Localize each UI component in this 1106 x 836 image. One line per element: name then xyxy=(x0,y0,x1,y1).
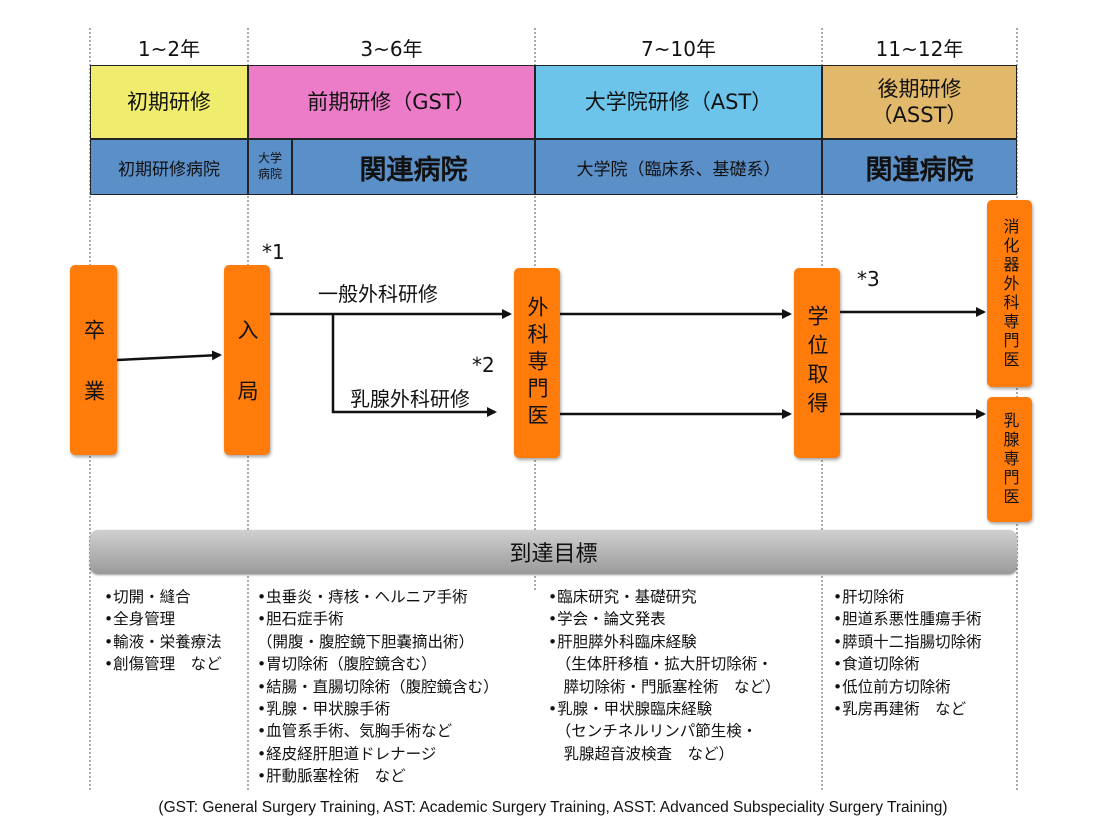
goal-item: •膵頭十二指腸切除術 xyxy=(833,632,982,651)
year-label-3: 7~10年 xyxy=(641,37,716,61)
phase-asst: 後期研修 （ASST） xyxy=(822,65,1017,139)
abbreviation-footnote: (GST: General Surgery Training, AST: Aca… xyxy=(158,799,948,816)
goals-ast: •臨床研究・基礎研究 •学会・論文発表 •肝胆膵外科臨床経験 （生体肝移植・拡大… xyxy=(548,586,781,765)
goal-item: •臨床研究・基礎研究 xyxy=(548,588,697,606)
goal-header-bar: 到達目標 xyxy=(90,530,1017,574)
year-label-1: 1~2年 xyxy=(137,37,201,61)
milestone-join: 入局 xyxy=(224,265,270,455)
goal-item: •全身管理 xyxy=(104,610,176,629)
milestone-graduation: 卒業 xyxy=(70,265,117,455)
milestone-join-label: 入局 xyxy=(235,319,259,441)
goals-initial: •切開・縫合 •全身管理 •輸液・栄養療法 •創傷管理 など xyxy=(104,586,222,676)
note-2: *2 xyxy=(472,353,495,377)
goal-item: •胆道系悪性腫瘍手術 xyxy=(833,610,982,629)
year-label-2: 3~6年 xyxy=(360,37,423,61)
note-3: *3 xyxy=(857,267,880,291)
goal-item: 乳腺超音波検査 など） xyxy=(548,744,735,763)
institution-affiliated-hospital-1: 関連病院 xyxy=(292,139,535,195)
path-general-surgery-label: 一般外科研修 xyxy=(318,282,438,306)
goal-item: （開腹・腹腔鏡下胆嚢摘出術） xyxy=(257,632,475,651)
goal-item: （センチネルリンパ節生検・ xyxy=(548,722,758,741)
goal-item: •経皮経肝胆道ドレナージ xyxy=(257,744,437,763)
institution-university-hospital: 大学 病院 xyxy=(248,139,292,195)
milestone-degree-label: 学位取得 xyxy=(805,305,829,421)
milestone-graduation-label: 卒業 xyxy=(81,319,106,441)
milestone-gi-specialist-label: 消化器外科専門医 xyxy=(1000,217,1020,370)
goal-item: •胃切除術（腹腔鏡含む） xyxy=(257,655,437,674)
goal-item: •創傷管理 など xyxy=(104,655,222,674)
goal-item: •輸液・栄養療法 xyxy=(104,632,222,651)
goal-item: •結腸・直腸切除術（腹腔鏡含む） xyxy=(257,677,499,696)
phase-initial-training: 初期研修 xyxy=(90,65,248,139)
goals-gst: •虫垂炎・痔核・ヘルニア手術 •胆石症手術 （開腹・腹腔鏡下胆嚢摘出術） •胃切… xyxy=(257,586,499,788)
phase-ast: 大学院研修（AST） xyxy=(535,65,822,139)
goals-asst: •肝切除術 •胆道系悪性腫瘍手術 •膵頭十二指腸切除術 •食道切除術 •低位前方… xyxy=(833,586,982,720)
year-label-4: 11~12年 xyxy=(875,37,964,61)
goal-item: •食道切除術 xyxy=(833,655,920,674)
institution-affiliated-hospital-2: 関連病院 xyxy=(822,139,1017,195)
phase-gst: 前期研修（GST） xyxy=(248,65,535,139)
path-breast-surgery-label: 乳腺外科研修 xyxy=(350,387,470,411)
goal-item: （生体肝移植・拡大肝切除術・ xyxy=(548,655,773,674)
arrow-breast-training xyxy=(331,314,497,417)
goal-item: •切開・縫合 xyxy=(104,588,191,606)
goal-item: •学会・論文発表 xyxy=(548,610,666,629)
milestone-gi-specialist: 消化器外科専門医 xyxy=(987,200,1032,387)
goal-item: •乳房再建術 など xyxy=(833,700,967,719)
goal-item: •血管系手術、気胸手術など xyxy=(257,722,453,741)
goal-item: •肝動脈塞栓術 など xyxy=(257,767,406,786)
goal-item: •乳腺・甲状腺手術 xyxy=(257,700,391,719)
milestone-breast-specialist-label: 乳腺専門医 xyxy=(1000,412,1020,507)
institution-graduate-school: 大学院（臨床系、基礎系） xyxy=(535,139,822,195)
goal-item: •肝胆膵外科臨床経験 xyxy=(548,632,697,651)
goal-item: •胆石症手術 xyxy=(257,610,344,629)
goal-item: 膵切除術・門脈塞栓術 など） xyxy=(548,677,781,696)
milestone-breast-specialist: 乳腺専門医 xyxy=(987,397,1032,522)
milestone-surgery-specialist-label: 外科専門医 xyxy=(525,295,549,431)
milestone-degree: 学位取得 xyxy=(794,268,840,458)
arrow-graduation-to-join xyxy=(116,350,222,362)
goal-item: •虫垂炎・痔核・ヘルニア手術 xyxy=(257,588,468,606)
note-1: *1 xyxy=(262,240,285,264)
milestone-surgery-specialist: 外科専門医 xyxy=(514,268,560,458)
institution-initial-hospital: 初期研修病院 xyxy=(90,139,248,195)
goal-item: •乳腺・甲状腺臨床経験 xyxy=(548,700,713,719)
goal-item: •低位前方切除術 xyxy=(833,677,951,696)
goal-item: •肝切除術 xyxy=(833,588,905,606)
